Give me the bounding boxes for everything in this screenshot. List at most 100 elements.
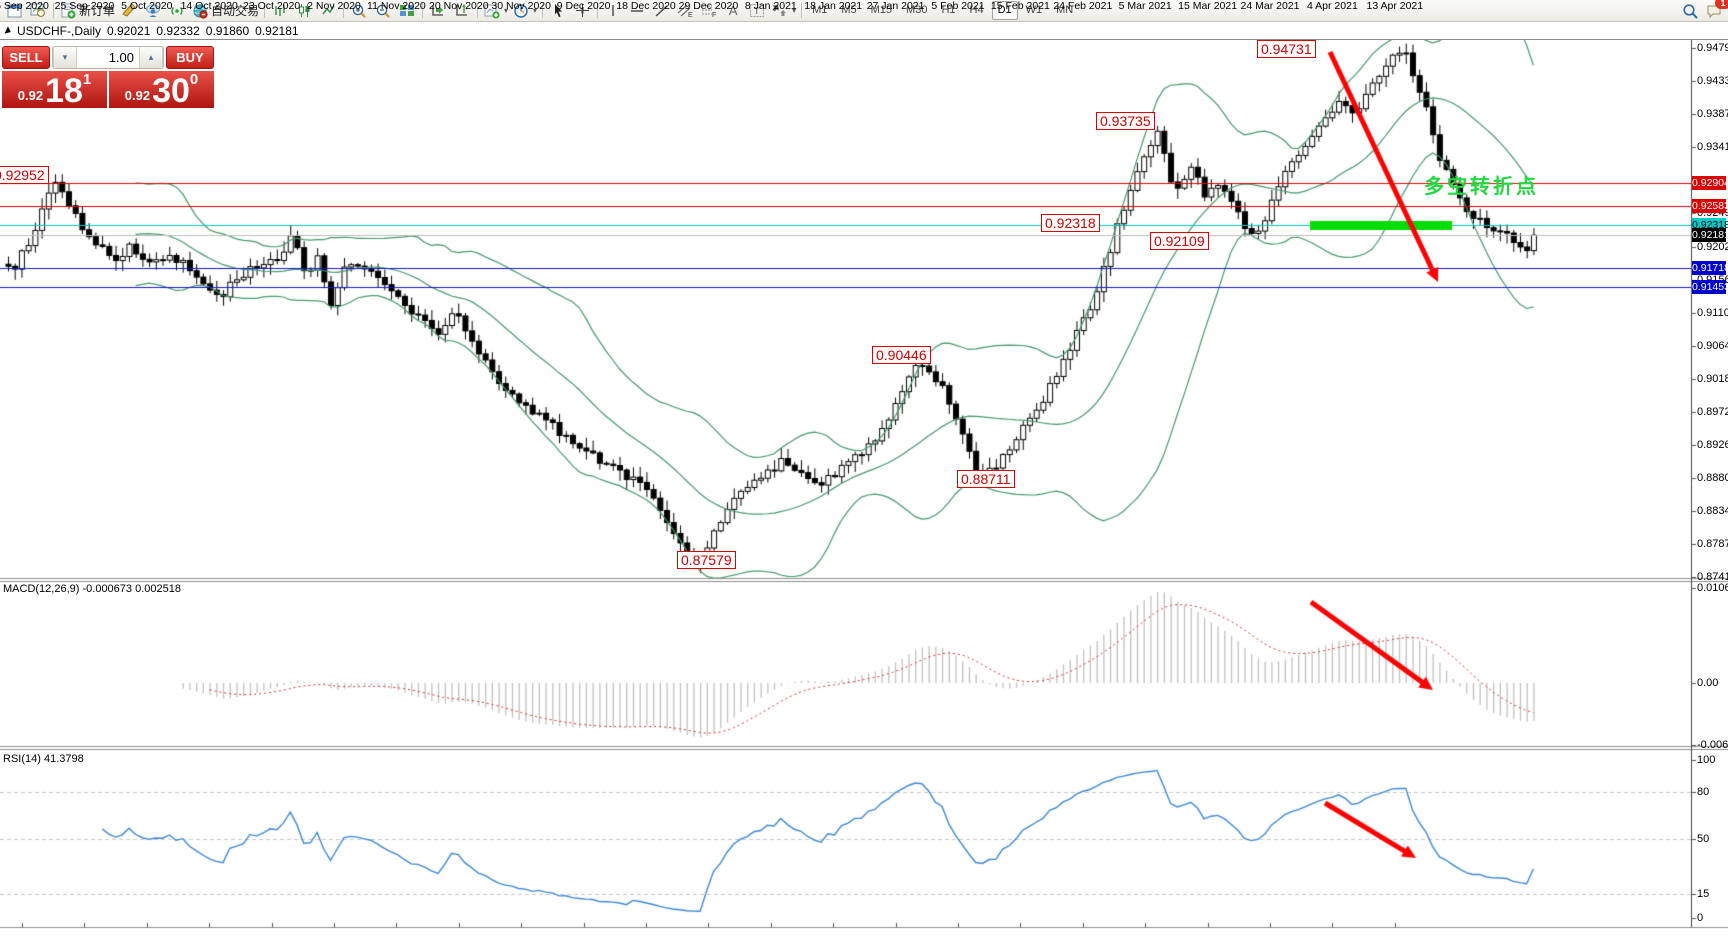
price-callout-label[interactable]: 0.92318: [1041, 214, 1100, 232]
time-axis-label: 8 Jan 2021: [744, 0, 797, 12]
broom-button[interactable]: [117, 1, 141, 21]
time-axis-label: 14 Oct 2020: [180, 0, 238, 12]
price-callout-label[interactable]: 0.87579: [677, 551, 736, 569]
time-axis-label: 4 Apr 2021: [1306, 0, 1358, 12]
time-axis-label: 18 Jan 2021: [804, 0, 863, 12]
timeframe-button-h1[interactable]: H1: [941, 4, 956, 16]
time-axis-label: 5 Feb 2021: [931, 0, 985, 12]
price-callout-label[interactable]: 0.90446: [872, 346, 931, 364]
price-line-badge: 0.92904: [1692, 176, 1728, 191]
chart-shift-button[interactable]: [450, 1, 474, 21]
zoom-out-button[interactable]: [371, 1, 395, 21]
timeframe-button-mn[interactable]: MN: [1056, 4, 1074, 16]
time-axis-label: 15 Mar 2021: [1178, 0, 1238, 12]
price-callout-label[interactable]: 0.94731: [1257, 40, 1316, 58]
new-order-icon: [59, 2, 76, 19]
buy-price[interactable]: 0.92 30 0: [109, 71, 214, 108]
vertical-line-button[interactable]: [601, 1, 625, 21]
add-indicator-button[interactable]: ▾: [481, 1, 510, 21]
timeframe-button-m15[interactable]: M15: [870, 4, 893, 16]
timeframe-button-m1[interactable]: M1: [812, 4, 828, 16]
cursor-button[interactable]: [546, 1, 570, 21]
symbol-close: 0.92181: [255, 23, 299, 38]
chart-profile-button[interactable]: [426, 1, 450, 21]
volume-increase-button[interactable]: ▴: [139, 47, 163, 68]
buy-button[interactable]: BUY: [166, 46, 214, 69]
new-order-button[interactable]: 新订单: [57, 1, 117, 21]
buy-price-pip: 0: [189, 71, 199, 88]
toolbar-separator: [801, 3, 803, 18]
price-line-badge: 0.91453: [1692, 280, 1728, 295]
sell-price[interactable]: 0.92 18 1: [2, 71, 107, 108]
toolbar-separator: [597, 3, 599, 18]
timeframe-group: M1 M5 M15 M30 H1 H4 D1 W1 MN: [805, 1, 1080, 20]
volume-input[interactable]: [77, 47, 139, 68]
fibonacci-icon: F: [701, 2, 718, 19]
price-callout-label[interactable]: 0.93735: [1096, 112, 1155, 130]
svg-text:E: E: [688, 12, 693, 18]
fibonacci-button[interactable]: F: [697, 1, 721, 21]
price-callout-label[interactable]: 0.92109: [1150, 232, 1209, 250]
time-axis-label: 2 Nov 2020: [307, 0, 361, 12]
chart-note-text[interactable]: 多空转折点: [1424, 176, 1539, 198]
time-axis-label: 25 Sep 2020: [54, 0, 115, 12]
horizontal-line-button[interactable]: [625, 1, 649, 21]
text-label-button[interactable]: T: [745, 1, 769, 21]
horizontal-line-icon: [629, 2, 646, 19]
bar-chart-icon: [272, 2, 289, 19]
symbol-low: 0.91860: [205, 23, 250, 38]
buy-price-big: 30: [152, 72, 190, 110]
auto-trading-label: 自动交易: [211, 4, 260, 18]
timeframe-button-m5[interactable]: M5: [841, 4, 857, 16]
chart-canvas[interactable]: [0, 40, 1728, 942]
new-order-label: 新订单: [79, 4, 116, 18]
tile-windows-button[interactable]: [395, 1, 419, 21]
toolbar-separator: [477, 3, 479, 18]
time-axis-label: 11 Nov 2020: [367, 0, 426, 12]
auto-trading-button[interactable]: 自动交易: [189, 1, 261, 21]
profile-user-button[interactable]: [141, 1, 165, 21]
chart-window-button[interactable]: [2, 1, 26, 21]
timeframe-button-h4[interactable]: H4: [969, 4, 984, 16]
volume-decrease-button[interactable]: ▾: [53, 47, 77, 68]
arrows-button[interactable]: ▾: [769, 1, 798, 21]
signal-icon: [169, 2, 186, 19]
timeframe-button-w1[interactable]: W1: [1025, 4, 1043, 16]
trendline-button[interactable]: [649, 1, 673, 21]
rsi-axis-label: 80: [1697, 785, 1710, 798]
timeframe-button-d1[interactable]: D1: [991, 1, 1018, 20]
sell-button[interactable]: SELL: [2, 46, 50, 69]
period-clock-button[interactable]: ▾: [510, 1, 539, 21]
bar-chart-button[interactable]: [268, 1, 292, 21]
price-line-badge: 0.92583: [1692, 199, 1728, 214]
zoom-in-button[interactable]: [347, 1, 371, 21]
timeframe-button-m30[interactable]: M30: [906, 4, 928, 16]
rsi-axis-label: 100: [1697, 754, 1716, 766]
time-axis-label: 5 Oct 2020: [121, 0, 173, 12]
line-chart-button[interactable]: [316, 1, 340, 21]
notifications-button[interactable]: 1: [1702, 0, 1728, 21]
signal-button[interactable]: [165, 1, 189, 21]
chart-search-button[interactable]: [26, 1, 50, 21]
tile-windows-icon: [399, 2, 416, 19]
text-button[interactable]: A: [721, 1, 745, 21]
sell-price-prefix: 0.92: [17, 88, 44, 103]
search-icon: [1682, 2, 1699, 19]
crosshair-button[interactable]: [570, 1, 594, 21]
price-callout-label[interactable]: 0.88711: [957, 470, 1015, 488]
equidistant-channel-button[interactable]: E: [673, 1, 697, 21]
candle-chart-button[interactable]: [292, 1, 316, 21]
chart-profile-icon: [430, 2, 447, 19]
search-button[interactable]: [1678, 1, 1702, 21]
chevron-down-icon: ▾: [504, 6, 509, 15]
price-callout-label[interactable]: 0.92952: [0, 166, 49, 184]
auto-trading-icon: [191, 2, 208, 19]
rsi-axis-label: 50: [1697, 833, 1710, 845]
